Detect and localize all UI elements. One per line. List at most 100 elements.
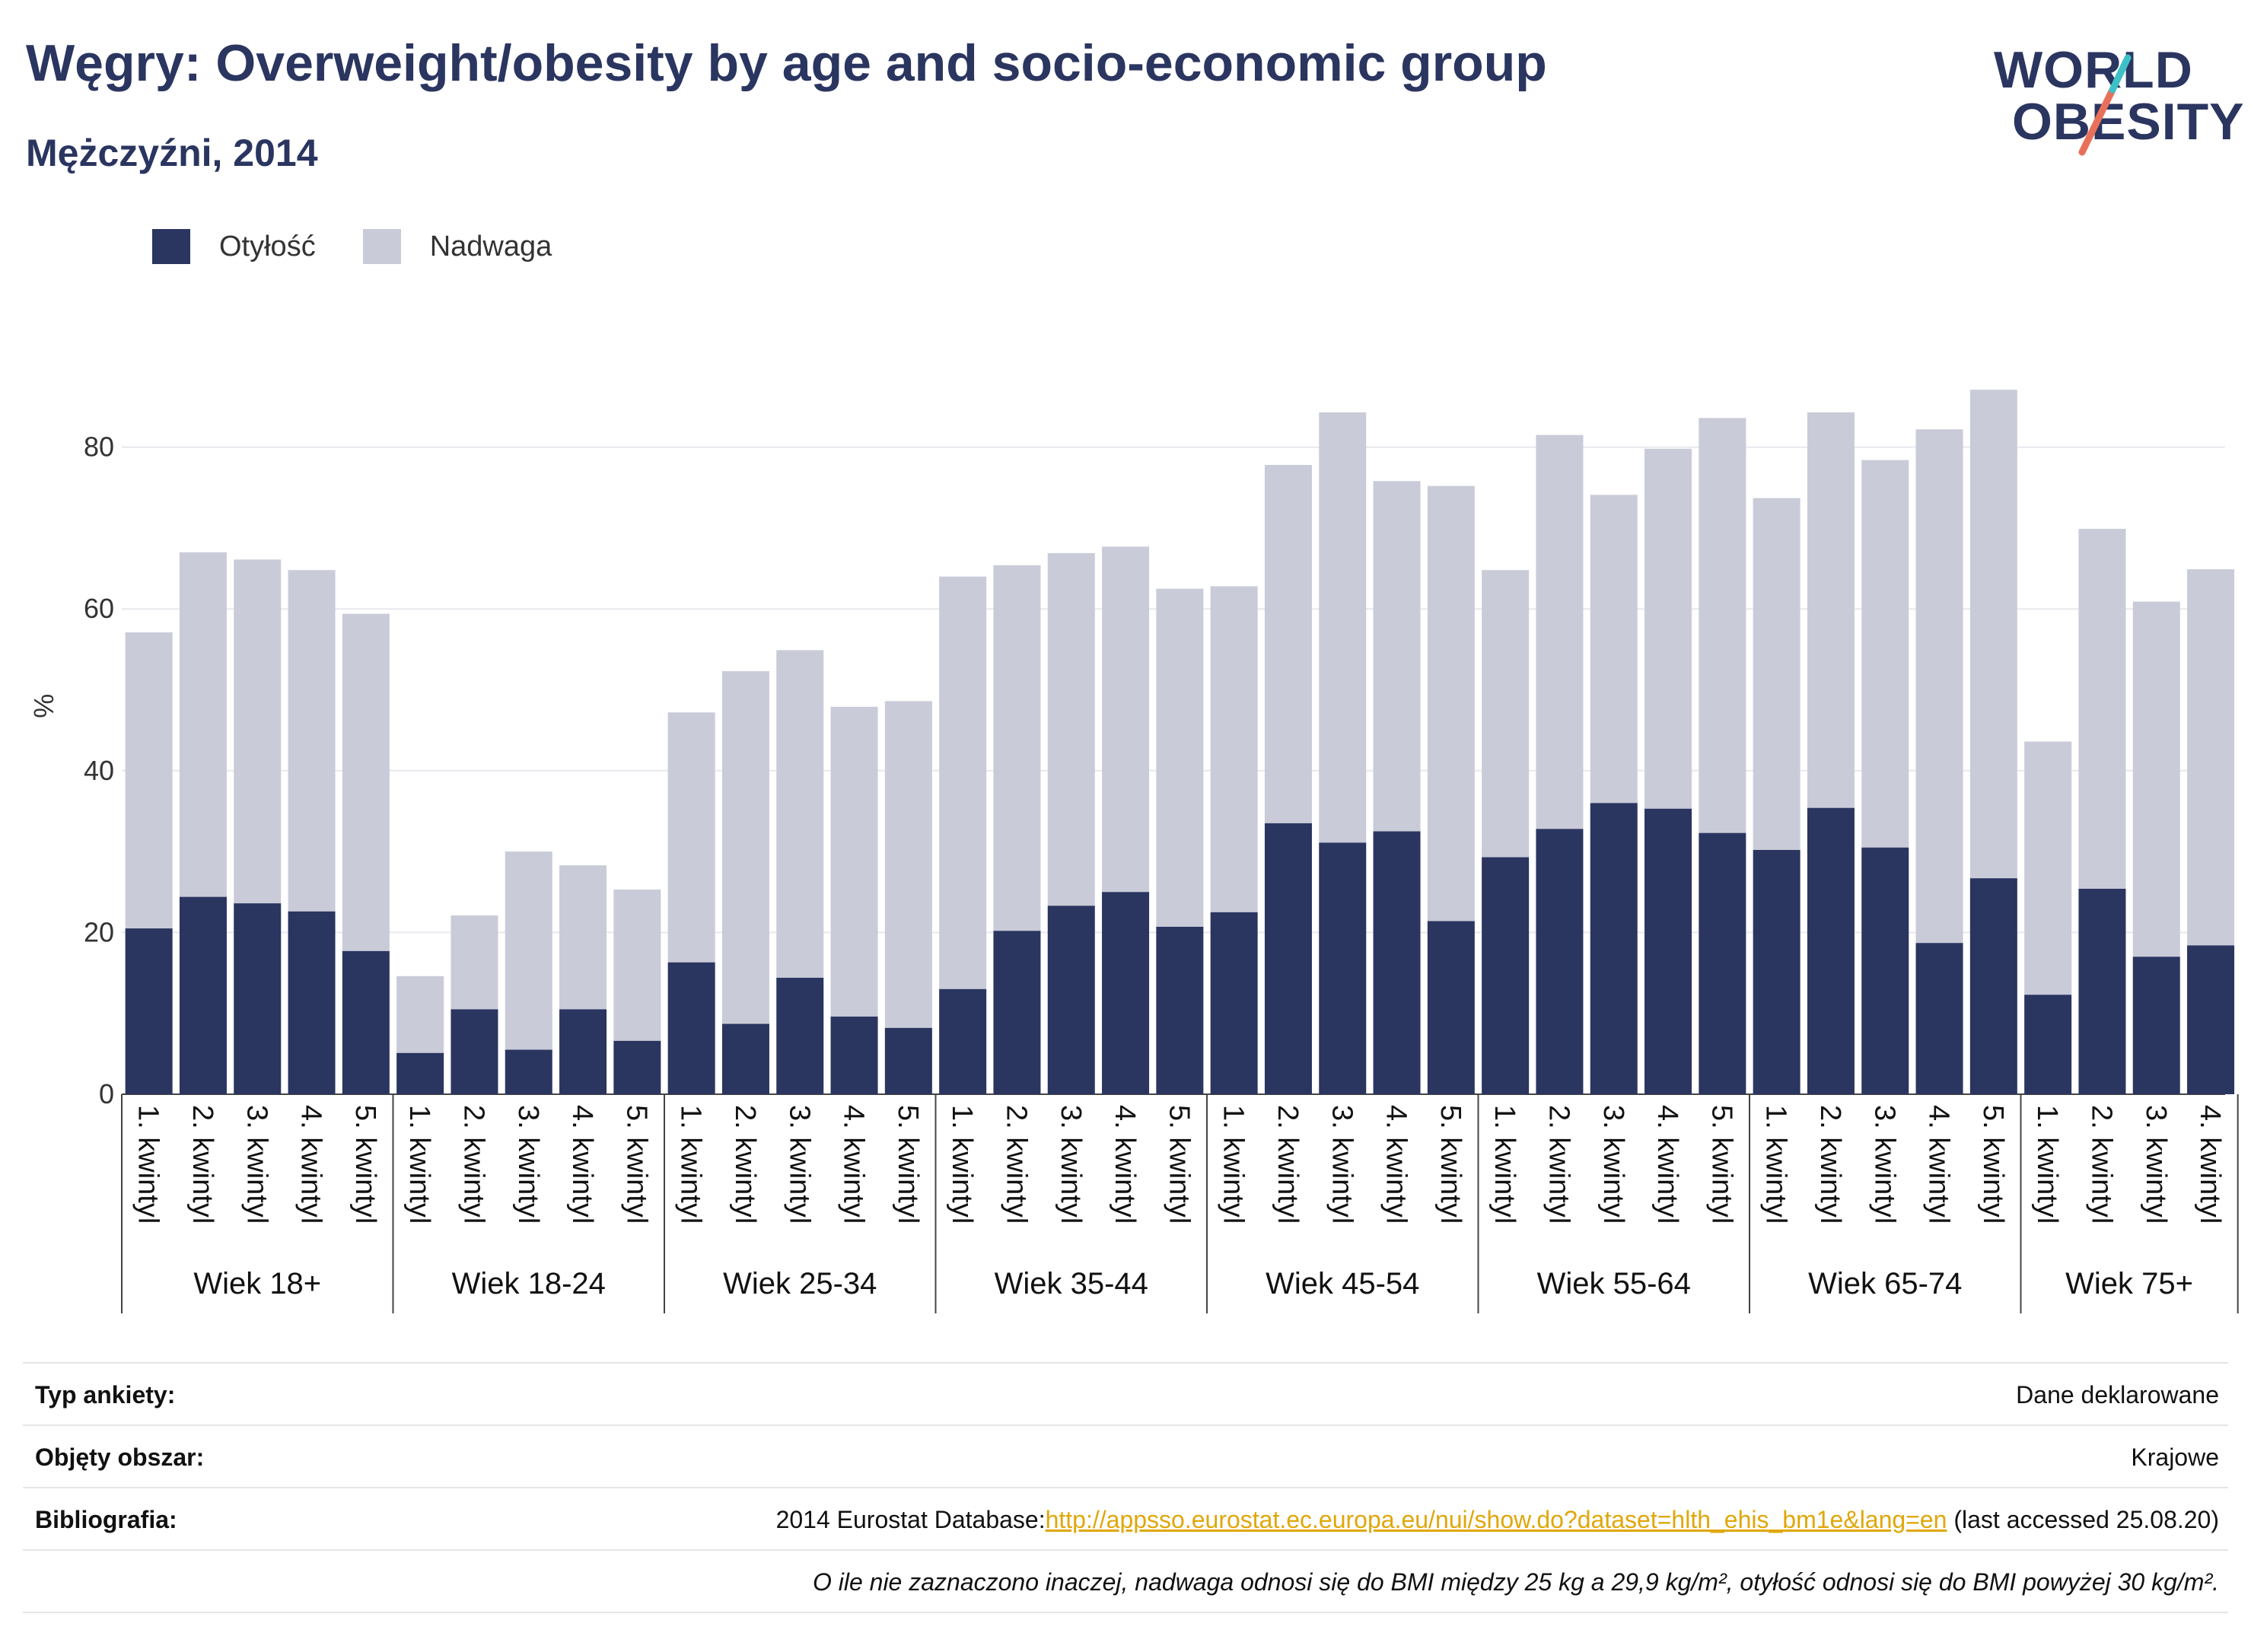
- bar-obesity: [776, 977, 824, 1094]
- bar-obesity: [667, 962, 715, 1094]
- logo-slash-icon: [2078, 54, 2132, 156]
- x-tick-label: 2. kwintyl: [186, 1105, 218, 1224]
- bar-overweight: [179, 552, 227, 897]
- x-tick-label: 1. kwintyl: [1760, 1105, 1792, 1224]
- bar-obesity: [993, 931, 1041, 1094]
- x-tick-label: 5. kwintyl: [1977, 1105, 2009, 1224]
- x-tick-label: 4. kwintyl: [1109, 1105, 1141, 1224]
- group-label: Wiek 45-54: [1266, 1267, 1419, 1300]
- bar-obesity: [1699, 832, 1746, 1094]
- bar-overweight: [342, 613, 390, 951]
- bar-overweight: [1102, 546, 1150, 893]
- x-tick-label: 1. kwintyl: [403, 1105, 435, 1224]
- x-tick-label: 5. kwintyl: [349, 1105, 381, 1224]
- bar-overweight: [1319, 412, 1367, 843]
- bar-overweight: [1536, 434, 1584, 829]
- bar-obesity: [1807, 807, 1855, 1094]
- x-tick-label: 2. kwintyl: [1000, 1105, 1032, 1224]
- bar-overweight: [559, 865, 607, 1010]
- bar-obesity: [396, 1052, 444, 1094]
- x-tick-label: 3. kwintyl: [1868, 1105, 1900, 1224]
- bar-obesity: [1210, 912, 1258, 1094]
- x-tick-label: 5. kwintyl: [892, 1105, 924, 1224]
- bar-overweight: [667, 712, 715, 963]
- bar-obesity: [1644, 808, 1692, 1094]
- bar-obesity: [1969, 878, 2017, 1094]
- bar-overweight: [2024, 741, 2072, 995]
- bar-overweight: [234, 559, 282, 904]
- legend-label-obesity: Otyłość: [219, 230, 316, 263]
- x-tick-label: 3. kwintyl: [512, 1105, 544, 1224]
- bar-obesity: [342, 950, 390, 1094]
- legend-label-overweight: Nadwaga: [429, 230, 552, 263]
- bar-overweight: [1482, 570, 1530, 858]
- group-label: Wiek 75+: [2065, 1267, 2193, 1300]
- bar-obesity: [1482, 857, 1530, 1094]
- group-label: Wiek 25-34: [723, 1267, 877, 1300]
- x-tick-label: 5. kwintyl: [1434, 1105, 1466, 1224]
- bar-overweight: [2132, 601, 2180, 957]
- group-label: Wiek 18+: [193, 1267, 321, 1300]
- bar-obesity: [830, 1016, 878, 1094]
- x-tick-label: 4. kwintyl: [295, 1105, 327, 1224]
- bar-obesity: [1753, 849, 1800, 1094]
- legend-swatch-overweight: [362, 229, 401, 264]
- bar-obesity: [1373, 831, 1421, 1094]
- bar-overweight: [939, 576, 987, 989]
- x-tick-label: 3. kwintyl: [1597, 1105, 1629, 1224]
- bar-obesity: [2187, 945, 2235, 1094]
- x-tick-label: 1. kwintyl: [2031, 1105, 2063, 1224]
- x-tick-label: 4. kwintyl: [1380, 1105, 1412, 1224]
- bar-obesity: [2024, 995, 2072, 1094]
- bar-obesity: [1264, 823, 1312, 1094]
- bibliography-prefix: 2014 Eurostat Database:: [775, 1505, 1046, 1533]
- bar-obesity: [1536, 829, 1584, 1094]
- group-label: Wiek 55-64: [1537, 1267, 1691, 1300]
- bibliography-suffix: (last accessed 25.08.20): [1947, 1505, 2219, 1533]
- chart-title: Węgry: Overweight/obesity by age and soc…: [26, 34, 1547, 92]
- x-tick-label: 3. kwintyl: [240, 1105, 272, 1224]
- bar-overweight: [1753, 498, 1800, 850]
- x-tick-label: 1. kwintyl: [946, 1105, 978, 1224]
- logo-line2: OBESITY: [2012, 93, 2245, 151]
- bar-overweight: [1861, 460, 1909, 848]
- y-tick-label-20: 20: [84, 916, 114, 947]
- group-label: Wiek 35-44: [995, 1267, 1148, 1300]
- x-tick-label: 5. kwintyl: [1705, 1105, 1737, 1224]
- bar-overweight: [830, 706, 878, 1017]
- bar-overweight: [1047, 552, 1095, 906]
- bar-obesity: [721, 1023, 769, 1094]
- x-tick-label: 2. kwintyl: [2085, 1105, 2117, 1224]
- bar-overweight: [1210, 586, 1258, 912]
- bottom-divider: [23, 1612, 2228, 1613]
- bar-obesity: [234, 903, 282, 1094]
- bar-overweight: [776, 650, 824, 978]
- legend: Otyłość Nadwaga: [152, 227, 599, 266]
- x-tick-label: 2. kwintyl: [1543, 1105, 1574, 1224]
- bar-overweight: [993, 565, 1041, 931]
- bar-obesity: [2078, 888, 2126, 1094]
- bar-overweight: [288, 570, 336, 912]
- bar-obesity: [505, 1049, 552, 1094]
- bar-obesity: [1156, 926, 1204, 1094]
- bar-obesity: [2132, 957, 2180, 1094]
- bibliography-link[interactable]: http://appsso.eurostat.ec.europa.eu/nui/…: [1045, 1505, 1947, 1533]
- bar-overweight: [2187, 569, 2235, 946]
- x-tick-label: 4. kwintyl: [2194, 1105, 2226, 1224]
- x-tick-label: 2. kwintyl: [1272, 1105, 1304, 1224]
- group-label: Wiek 18-24: [452, 1267, 606, 1300]
- x-tick-label: 3. kwintyl: [1055, 1105, 1087, 1224]
- x-tick-label: 1. kwintyl: [1218, 1105, 1250, 1224]
- x-tick-label: 4. kwintyl: [566, 1105, 598, 1224]
- bar-obesity: [1102, 892, 1150, 1094]
- bar-obesity: [1915, 943, 1963, 1094]
- bar-overweight: [613, 890, 661, 1041]
- bar-overweight: [1373, 481, 1421, 832]
- x-tick-label: 2. kwintyl: [457, 1105, 489, 1224]
- x-tick-label: 3. kwintyl: [783, 1105, 815, 1224]
- x-tick-label: 2. kwintyl: [729, 1105, 761, 1224]
- legend-swatch-obesity: [152, 229, 190, 264]
- logo-line1: WORLD: [1994, 41, 2193, 99]
- area-label: Objęty obszar:: [35, 1443, 205, 1471]
- bar-obesity: [884, 1027, 932, 1094]
